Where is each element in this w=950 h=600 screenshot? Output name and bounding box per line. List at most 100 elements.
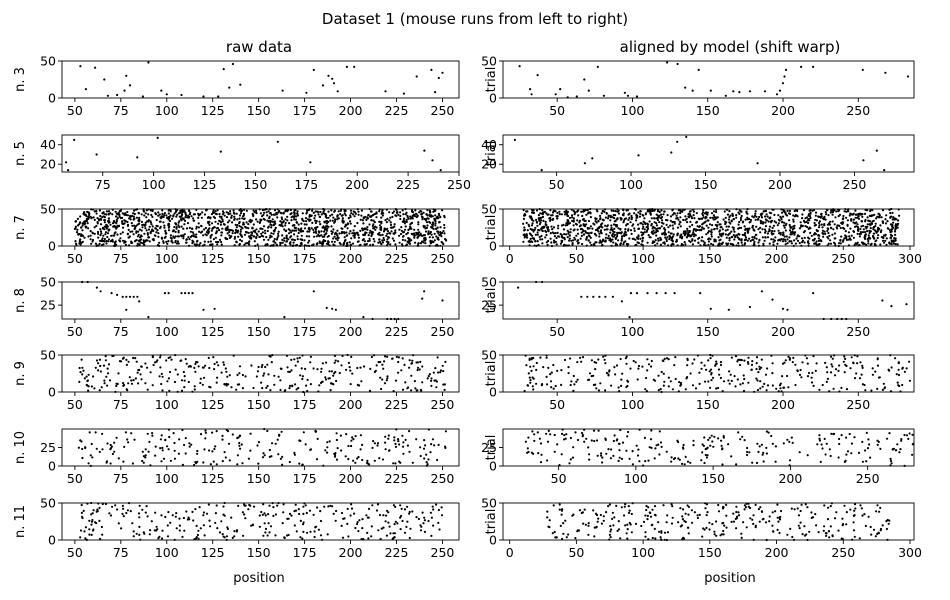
data-point [129,510,132,513]
data-point [101,240,104,243]
data-point [637,227,641,230]
data-point [598,235,601,238]
data-point [97,218,100,221]
data-point [210,229,213,232]
data-point [221,438,224,441]
data-point [132,233,135,236]
data-point [305,212,308,215]
data-point [114,504,117,507]
data-point [399,217,402,221]
data-point [704,220,707,223]
data-point [645,230,648,233]
data-point [827,242,830,245]
data-point [93,210,96,213]
data-point [249,432,252,435]
data-point [350,355,353,358]
data-point [367,537,370,540]
data-point [669,380,672,383]
data-point [131,224,134,227]
data-point [641,240,644,243]
data-point [427,375,430,378]
data-point [202,524,205,527]
data-point [787,386,790,389]
data-point [408,430,411,433]
data-point [785,222,788,225]
data-point [759,231,762,234]
data-point [651,230,654,233]
data-point [170,239,173,242]
data-point [845,210,848,213]
data-point [411,461,414,464]
data-point [300,367,303,370]
data-point [409,227,413,230]
data-point [126,220,129,224]
data-point [344,223,347,226]
data-point [829,371,833,374]
data-point [104,359,107,362]
data-point [413,214,416,217]
data-point [653,231,656,234]
data-point [294,364,297,367]
data-point [700,367,703,370]
data-point [592,383,596,387]
data-point [165,214,168,217]
data-point [240,235,244,238]
data-point [389,243,392,246]
data-point [430,379,433,382]
data-point [143,232,146,235]
data-point [149,371,152,374]
data-point [121,220,124,223]
data-point [862,242,865,246]
data-point [691,362,694,365]
data-point [368,237,371,240]
data-point [685,217,688,220]
data-point [400,229,403,232]
data-point [605,233,608,236]
data-point [620,239,623,242]
data-point [131,214,134,217]
data-point [644,388,647,391]
data-point [423,290,426,293]
data-point [597,389,601,392]
data-point [318,220,321,223]
data-point [691,233,694,236]
data-point [207,228,210,231]
data-point [816,229,820,232]
data-point [388,449,391,452]
data-point [169,459,172,462]
data-point [357,234,360,237]
data-point [223,383,226,386]
data-point [334,220,337,223]
data-point [555,243,558,246]
data-point [81,366,84,369]
data-point [702,227,705,230]
data-point [601,210,604,213]
data-point [649,209,652,212]
data-point [167,377,170,380]
data-point [247,231,250,234]
data-point [889,229,892,232]
data-point [401,209,404,212]
data-point [550,225,553,228]
data-point [731,226,734,229]
data-point [112,234,115,237]
x-tick-label: 50 [67,103,83,118]
data-point [144,448,147,451]
data-point [287,228,290,231]
data-point [718,233,722,236]
data-point [362,222,365,225]
data-point [817,226,821,229]
data-point [438,214,441,217]
data-point [237,235,240,238]
data-point [643,221,646,224]
data-point [669,219,672,222]
data-point [883,169,886,172]
data-point [535,221,539,224]
data-point [296,212,299,215]
data-point [166,535,170,538]
data-point [205,209,208,212]
data-point [79,536,82,539]
data-point [718,223,721,226]
data-point [215,463,218,466]
data-point [428,210,432,213]
